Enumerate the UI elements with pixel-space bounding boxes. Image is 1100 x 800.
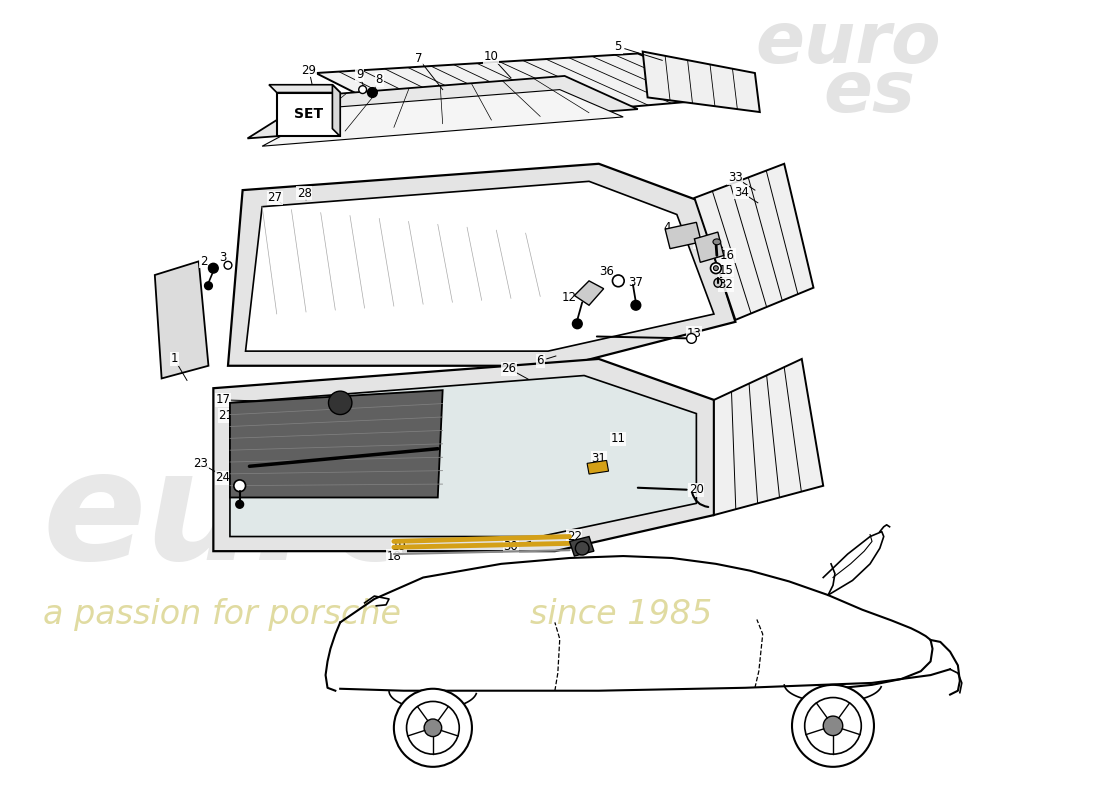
- Polygon shape: [666, 222, 702, 249]
- Text: 15: 15: [718, 264, 733, 277]
- Text: 6: 6: [537, 354, 544, 367]
- Text: 36: 36: [600, 265, 614, 278]
- Polygon shape: [228, 164, 736, 366]
- Polygon shape: [694, 232, 724, 262]
- Text: 1: 1: [170, 353, 178, 366]
- Text: 5: 5: [615, 40, 622, 53]
- Polygon shape: [694, 164, 814, 320]
- Circle shape: [367, 88, 377, 98]
- Circle shape: [613, 275, 624, 286]
- Text: 32: 32: [718, 278, 733, 291]
- Text: 34: 34: [734, 186, 749, 198]
- Text: 16: 16: [720, 249, 735, 262]
- Circle shape: [823, 716, 843, 735]
- Text: 7: 7: [415, 52, 422, 65]
- Circle shape: [209, 263, 218, 273]
- Text: 37: 37: [628, 276, 643, 290]
- Text: 21: 21: [219, 409, 233, 422]
- Polygon shape: [155, 262, 209, 378]
- Text: 18: 18: [386, 550, 402, 562]
- Text: 29: 29: [301, 63, 317, 77]
- Polygon shape: [230, 375, 696, 537]
- Text: es: es: [823, 58, 915, 127]
- Text: 33: 33: [728, 171, 743, 184]
- Ellipse shape: [713, 239, 721, 245]
- Circle shape: [686, 334, 696, 343]
- Text: 10: 10: [484, 50, 499, 63]
- Circle shape: [631, 300, 641, 310]
- Text: 27: 27: [267, 191, 283, 205]
- Text: 2: 2: [200, 255, 207, 268]
- Polygon shape: [316, 54, 740, 125]
- Text: 30: 30: [504, 540, 518, 553]
- Text: euro: euro: [43, 442, 436, 591]
- Polygon shape: [230, 390, 442, 498]
- Circle shape: [329, 391, 352, 414]
- Text: 24: 24: [216, 471, 231, 485]
- Text: 23: 23: [194, 457, 208, 470]
- Circle shape: [234, 480, 245, 492]
- Ellipse shape: [711, 263, 722, 274]
- Text: 11: 11: [610, 433, 626, 446]
- Polygon shape: [570, 537, 594, 556]
- Text: 4: 4: [663, 221, 671, 234]
- Circle shape: [425, 719, 442, 737]
- Text: 13: 13: [688, 327, 702, 340]
- Circle shape: [805, 698, 861, 754]
- Text: 12: 12: [562, 291, 578, 304]
- Text: 31: 31: [592, 452, 606, 465]
- Polygon shape: [332, 85, 340, 137]
- Circle shape: [205, 282, 212, 290]
- Polygon shape: [262, 90, 624, 146]
- Polygon shape: [642, 51, 760, 112]
- Ellipse shape: [714, 266, 718, 270]
- Text: 14: 14: [694, 235, 708, 248]
- Circle shape: [407, 702, 459, 754]
- Text: 19: 19: [392, 540, 406, 553]
- Polygon shape: [248, 76, 638, 138]
- Circle shape: [572, 319, 582, 329]
- Text: euro: euro: [755, 10, 940, 78]
- Text: 17: 17: [216, 394, 231, 406]
- Text: a passion for porsche: a passion for porsche: [43, 598, 400, 631]
- Circle shape: [235, 501, 243, 508]
- Text: 28: 28: [297, 186, 311, 199]
- Polygon shape: [277, 93, 340, 137]
- Text: 3: 3: [219, 251, 227, 264]
- Circle shape: [224, 262, 232, 269]
- Polygon shape: [213, 359, 714, 551]
- Text: since 1985: since 1985: [530, 598, 713, 631]
- Text: 8: 8: [375, 74, 383, 86]
- Circle shape: [792, 685, 875, 767]
- Ellipse shape: [714, 278, 722, 287]
- Text: 22: 22: [566, 530, 582, 543]
- Text: 9: 9: [356, 69, 363, 82]
- Circle shape: [575, 542, 589, 555]
- Polygon shape: [587, 461, 608, 474]
- Polygon shape: [714, 359, 823, 515]
- Polygon shape: [245, 182, 714, 351]
- Circle shape: [394, 689, 472, 767]
- Circle shape: [359, 86, 366, 94]
- Polygon shape: [574, 281, 604, 306]
- Text: SET: SET: [294, 107, 323, 122]
- Text: 20: 20: [689, 483, 704, 496]
- Polygon shape: [270, 85, 340, 93]
- Text: 26: 26: [502, 362, 517, 375]
